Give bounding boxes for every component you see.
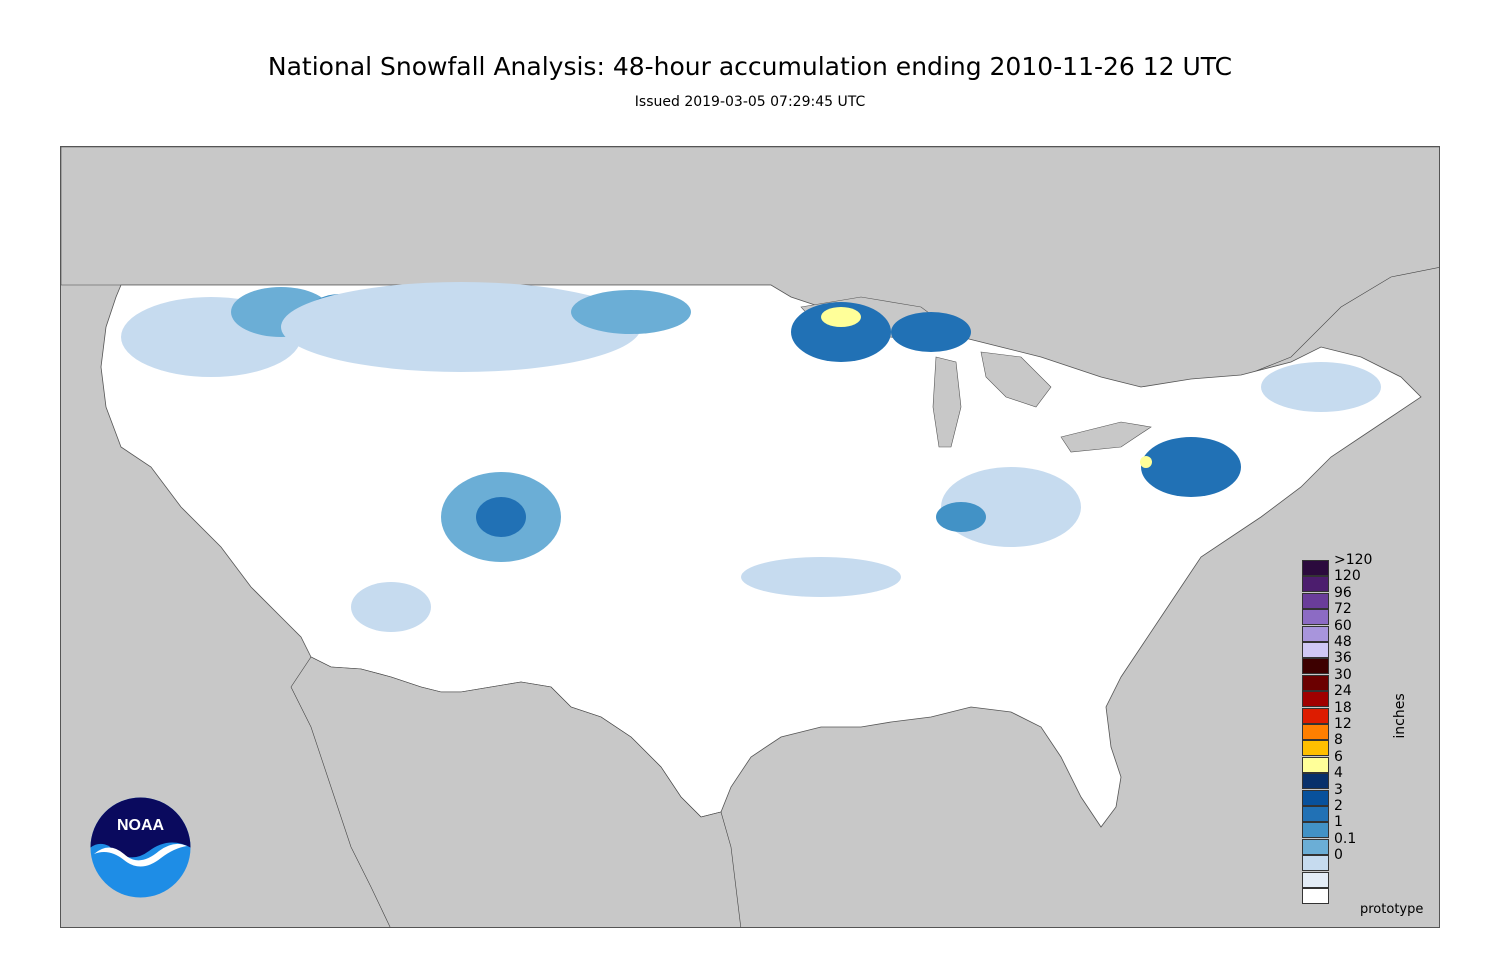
legend-label: 18 [1334,699,1352,716]
legend-label: 4 [1334,765,1343,782]
legend-label: 24 [1334,683,1352,700]
legend-label: 36 [1334,650,1352,667]
lake-huron [980,351,1052,408]
legend-swatch [1302,888,1329,904]
legend-label: 0.1 [1334,830,1357,847]
legend-swatch [1302,658,1329,675]
map-canvas [61,147,1439,927]
legend-swatch [1302,838,1329,855]
legend-label: 0 [1334,847,1343,864]
lake-michigan [932,356,962,448]
mexico-landmass [290,656,742,927]
legend-swatch [1302,822,1329,839]
legend-label: 60 [1334,617,1352,634]
map-title: National Snowfall Analysis: 48-hour accu… [267,52,1233,81]
legend-units: inches [1392,693,1408,739]
legend-swatch [1302,642,1329,658]
prototype-note: prototype [1360,902,1424,917]
legend-swatch [1302,773,1329,790]
legend-swatch [1302,740,1329,757]
legend-label: 2 [1334,798,1343,814]
legend-swatch [1302,806,1329,822]
legend-label: 72 [1334,601,1352,618]
legend-swatch [1302,855,1329,872]
legend-label: >120 [1334,552,1373,568]
legend-label: 12 [1334,716,1352,732]
legend-swatch [1302,691,1329,708]
legend-swatch [1302,576,1329,593]
legend-label: 6 [1334,748,1343,765]
snowfall-map [60,146,1440,928]
legend-label: 30 [1334,666,1352,683]
legend-swatch [1302,592,1329,609]
legend-label: 8 [1334,732,1343,749]
legend-label: 96 [1334,584,1352,601]
lake-erie [1060,421,1152,453]
legend-label: 3 [1334,781,1343,798]
legend-swatch [1302,609,1329,626]
legend-swatch [1302,707,1329,724]
legend-swatch [1302,724,1329,740]
legend-label: 120 [1334,568,1361,585]
legend-swatch [1302,871,1329,888]
legend-swatch [1302,625,1329,642]
legend-label: 1 [1334,814,1343,831]
legend-swatch [1302,674,1329,691]
legend-label: 48 [1334,634,1352,650]
legend-swatch [1302,560,1329,576]
map-subtitle: Issued 2019-03-05 07:29:45 UTC [634,94,866,110]
noaa-logo: NOAA [89,796,192,899]
snowfall-shading [121,282,1381,632]
legend-swatch [1302,756,1329,773]
legend-swatch [1302,789,1329,806]
noaa-logo-text: NOAA [117,817,165,834]
